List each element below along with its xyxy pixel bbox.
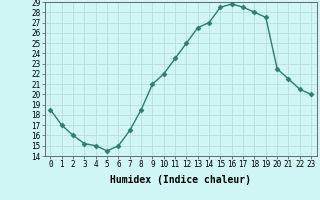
X-axis label: Humidex (Indice chaleur): Humidex (Indice chaleur) — [110, 175, 251, 185]
